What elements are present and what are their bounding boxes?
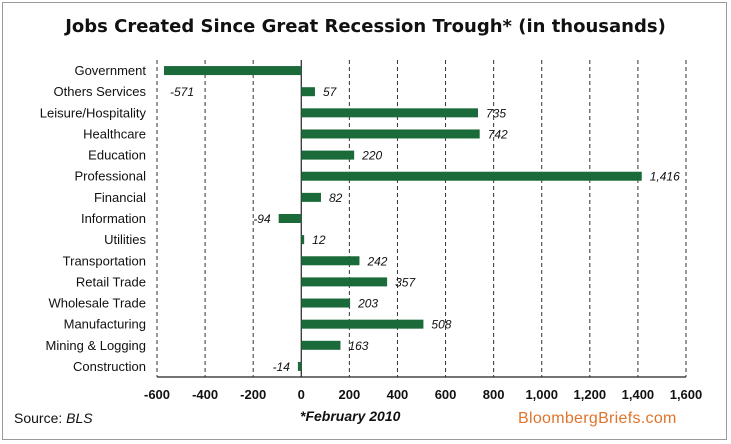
x-tick-label: 1,600 <box>670 387 703 402</box>
data-label: -571 <box>170 85 194 99</box>
bar <box>301 298 351 308</box>
bar <box>301 150 355 160</box>
data-label: 242 <box>366 254 387 268</box>
bar <box>301 277 388 287</box>
data-label: 735 <box>486 106 506 120</box>
x-tick-label: 800 <box>483 387 505 402</box>
x-tick-label: -400 <box>192 387 218 402</box>
source-name: BLS <box>66 410 93 426</box>
bar <box>301 256 360 266</box>
bar <box>301 192 321 202</box>
chart-title: Jobs Created Since Great Recession Troug… <box>65 16 666 37</box>
x-tick-label: 0 <box>298 387 305 402</box>
x-tick-label: 1,000 <box>525 387 558 402</box>
bars <box>163 66 642 371</box>
data-label: 82 <box>329 191 343 205</box>
x-tick-label: 1,400 <box>622 387 655 402</box>
data-label: 203 <box>357 297 378 311</box>
x-tick-label: 1,200 <box>574 387 607 402</box>
category-label: Retail Trade <box>76 274 146 289</box>
category-label: Information <box>81 211 146 226</box>
data-label: 508 <box>431 318 451 332</box>
data-label: -94 <box>253 212 271 226</box>
labels: -600 -400 -200 0 200 400 600 800 1,000 1,200 1,400… <box>40 63 702 402</box>
x-tick-label: 600 <box>435 387 457 402</box>
x-tick-label: -600 <box>144 387 170 402</box>
data-label: 163 <box>348 339 368 353</box>
data-label: 12 <box>312 233 326 247</box>
x-tick-label: 400 <box>387 387 409 402</box>
x-tick-label: -200 <box>240 387 266 402</box>
category-label: Financial <box>94 190 146 205</box>
bar <box>278 214 302 223</box>
category-label: Transportation <box>63 253 146 268</box>
grid-lines <box>156 60 687 378</box>
category-label: Healthcare <box>83 126 146 141</box>
data-label: -14 <box>273 360 291 374</box>
bar <box>301 108 479 118</box>
bar <box>301 319 424 329</box>
data-label: 220 <box>361 149 382 163</box>
chart-frame <box>2 2 727 440</box>
source-prefix: Source: <box>14 410 67 426</box>
bar <box>301 171 642 181</box>
data-label: 57 <box>323 85 338 99</box>
category-label: Others Services <box>54 84 147 99</box>
data-label: 1,416 <box>650 170 680 184</box>
category-label: Mining & Logging <box>46 338 146 353</box>
category-label: Utilities <box>104 232 146 247</box>
footnote: *February 2010 <box>300 408 401 424</box>
bar <box>301 129 480 139</box>
category-label: Leisure/Hospitality <box>40 105 147 120</box>
bar <box>301 340 341 350</box>
bar <box>301 87 315 97</box>
data-label: 742 <box>488 127 508 141</box>
bar <box>297 361 302 371</box>
category-label: Professional <box>74 169 146 184</box>
bar <box>163 66 302 76</box>
bar <box>301 235 305 245</box>
category-label: Manufacturing <box>64 317 146 332</box>
brand-logo: BloombergBriefs.com <box>518 410 677 427</box>
data-label: 357 <box>395 275 416 289</box>
x-tick-label: 200 <box>339 387 361 402</box>
category-label: Wholesale Trade <box>48 296 146 311</box>
category-label: Construction <box>73 359 146 374</box>
category-label: Education <box>88 148 146 163</box>
source-label: Source: BLS <box>14 410 93 426</box>
category-label: Government <box>74 63 146 78</box>
